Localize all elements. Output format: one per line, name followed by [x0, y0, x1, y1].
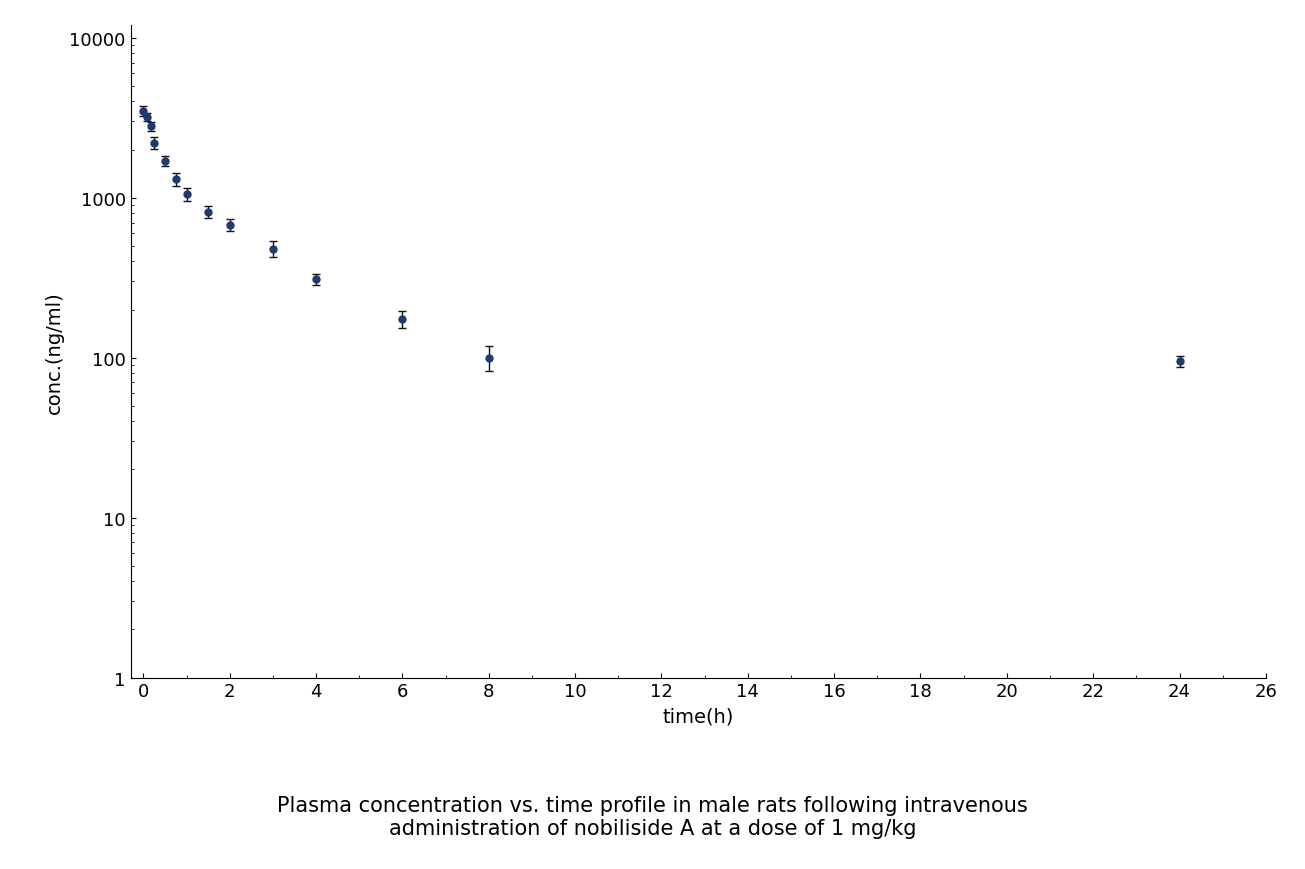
Y-axis label: conc.(ng/ml): conc.(ng/ml): [44, 290, 64, 414]
X-axis label: time(h): time(h): [663, 706, 733, 726]
Text: Plasma concentration vs. time profile in male rats following intravenous
adminis: Plasma concentration vs. time profile in…: [277, 795, 1028, 839]
